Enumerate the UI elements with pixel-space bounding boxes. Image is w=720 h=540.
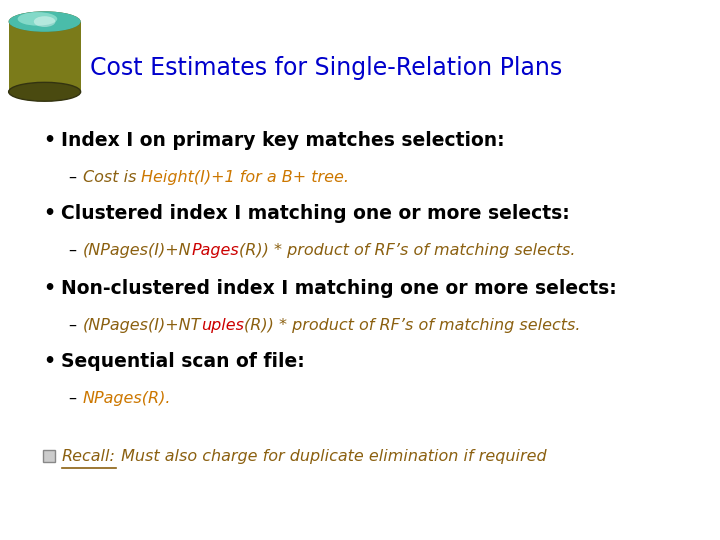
Text: –: – (68, 391, 76, 406)
Text: NPages(R).: NPages(R). (83, 391, 171, 406)
Text: (NPages(I)+N: (NPages(I)+N (83, 242, 192, 258)
Text: Cost is: Cost is (83, 170, 141, 185)
Text: •: • (43, 131, 55, 150)
Text: •: • (43, 204, 55, 223)
Text: –: – (68, 170, 76, 185)
Ellipse shape (34, 16, 55, 27)
Text: Recall:: Recall: (62, 449, 116, 464)
Text: Cost Estimates for Single-Relation Plans: Cost Estimates for Single-Relation Plans (90, 56, 562, 79)
Text: Clustered index I matching one or more selects:: Clustered index I matching one or more s… (61, 204, 570, 223)
Ellipse shape (9, 11, 81, 32)
Text: (R)) * product of RF’s of matching selects.: (R)) * product of RF’s of matching selec… (244, 318, 580, 333)
Text: (R)) * product of RF’s of matching selects.: (R)) * product of RF’s of matching selec… (239, 242, 576, 258)
Text: •: • (43, 352, 55, 372)
Text: Non-clustered index I matching one or more selects:: Non-clustered index I matching one or mo… (61, 279, 617, 299)
Bar (43, 450, 55, 462)
Ellipse shape (9, 82, 81, 102)
Text: Pages: Pages (192, 242, 239, 258)
Text: •: • (43, 279, 55, 299)
Ellipse shape (9, 11, 81, 32)
Text: (NPages(I)+NT: (NPages(I)+NT (83, 318, 201, 333)
Text: Height(I)+1 for a B+ tree.: Height(I)+1 for a B+ tree. (141, 170, 349, 185)
FancyBboxPatch shape (9, 22, 81, 92)
Text: uples: uples (201, 318, 244, 333)
Text: –: – (68, 318, 76, 333)
Text: Index I on primary key matches selection:: Index I on primary key matches selection… (61, 131, 505, 150)
Bar (9, 22, 81, 92)
Text: Must also charge for duplicate elimination if required: Must also charge for duplicate eliminati… (116, 449, 546, 464)
Ellipse shape (17, 12, 58, 25)
Text: –: – (68, 242, 76, 258)
Text: Sequential scan of file:: Sequential scan of file: (61, 352, 305, 372)
